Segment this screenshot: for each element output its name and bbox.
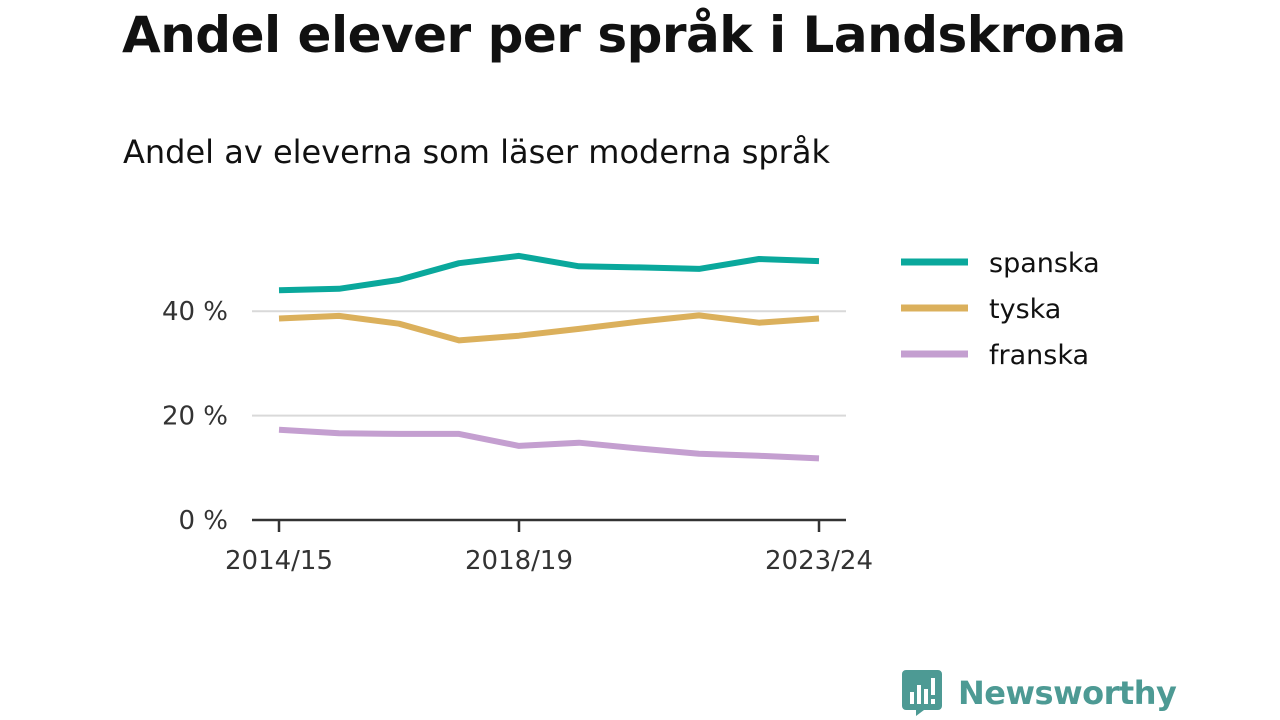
chart-subtitle: Andel av eleverna som läser moderna språ… <box>123 133 830 171</box>
grid-lines <box>252 310 846 417</box>
series-line-tyska <box>278 312 820 344</box>
legend-label-franska: franska <box>989 340 1089 371</box>
y-tick-label: 0 % <box>178 506 228 536</box>
y-tick-label: 40 % <box>162 297 228 327</box>
series-line-franska <box>278 426 820 462</box>
series-lines <box>278 252 820 462</box>
chart-title: Andel elever per språk i Landskrona <box>122 6 1126 64</box>
legend: spanska tyska franska <box>901 248 1100 371</box>
series-line-spanska <box>278 252 820 294</box>
brand-logo: Newsworthy <box>902 670 1177 716</box>
brand-name: Newsworthy <box>958 674 1177 712</box>
axes: 0 % 20 % 40 % 2014/15 2018/19 2023/24 <box>162 297 873 576</box>
legend-label-spanska: spanska <box>989 248 1100 279</box>
legend-label-tyska: tyska <box>989 294 1061 325</box>
newsworthy-logo-icon <box>902 670 942 716</box>
x-tick-label: 2018/19 <box>465 546 573 576</box>
y-tick-label: 20 % <box>162 402 228 432</box>
x-tick-label: 2014/15 <box>225 546 333 576</box>
line-chart: 0 % 20 % 40 % 2014/15 2018/19 2023/24 spanska… <box>162 248 1100 576</box>
x-tick-label: 2023/24 <box>765 546 873 576</box>
